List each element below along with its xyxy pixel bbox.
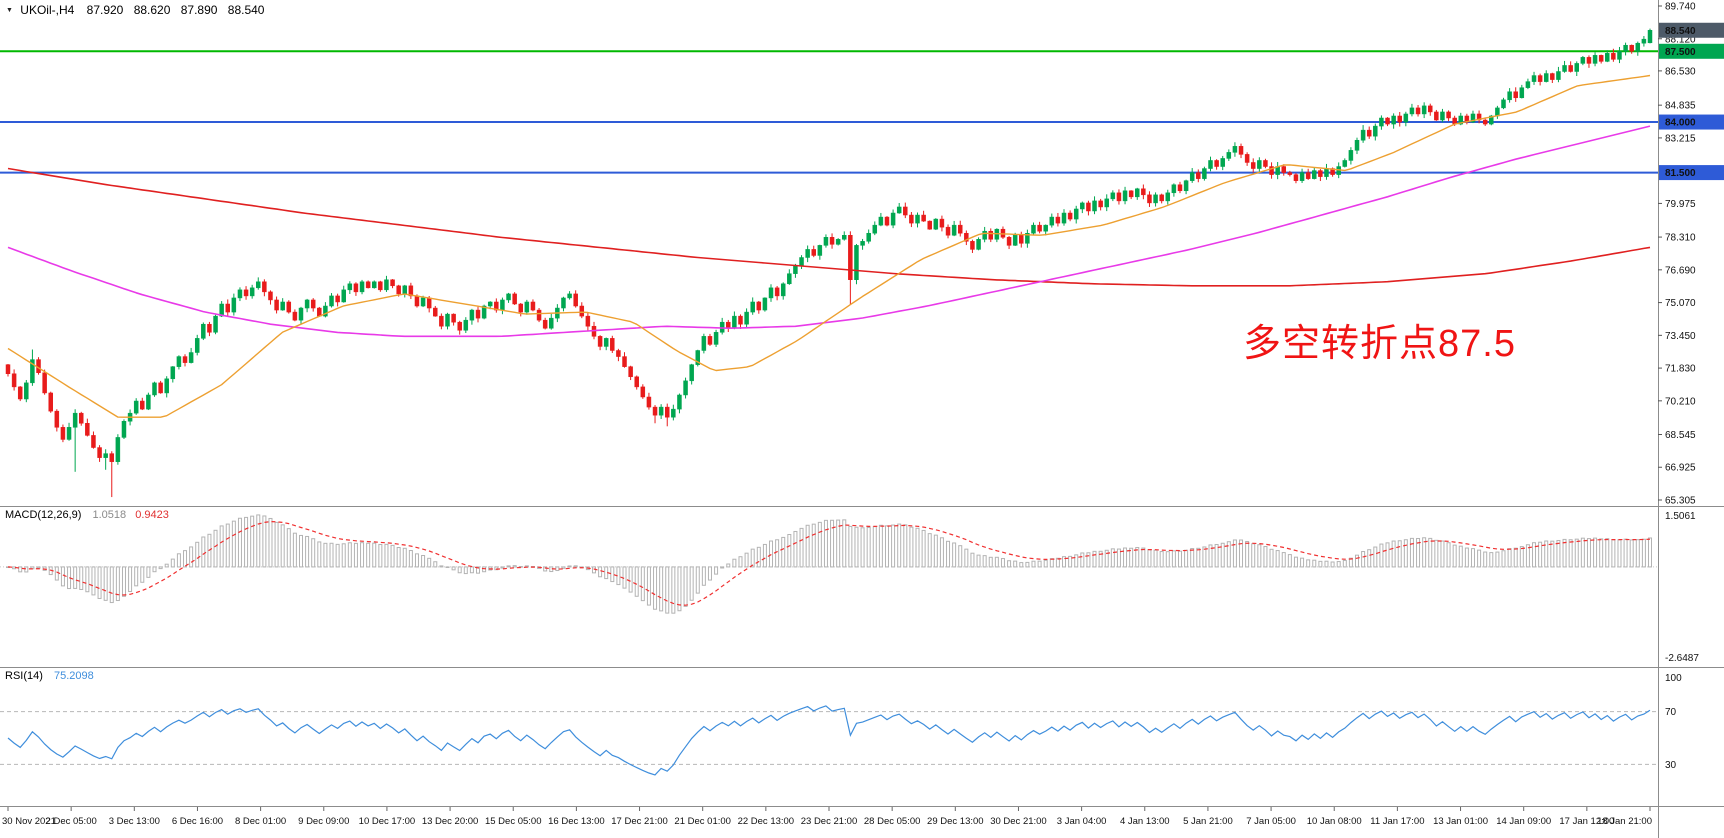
time-axis-label: 14 Jan 09:00 <box>1496 816 1551 827</box>
price-badge-label: 81.500 <box>1665 168 1696 179</box>
chart-title: ▼ UKOil-,H4 87.920 88.620 87.890 88.540 <box>6 3 271 17</box>
time-axis-label: 18 Jan 21:00 <box>1597 816 1652 827</box>
macd-axis-max: 1.5061 <box>1665 511 1696 522</box>
price-tick-label: 66.925 <box>1665 463 1696 474</box>
price-tick-label: 75.070 <box>1665 298 1696 309</box>
price-badge-label: 84.000 <box>1665 118 1696 129</box>
time-axis-label: 5 Jan 21:00 <box>1183 816 1233 827</box>
time-axis-label: 13 Jan 01:00 <box>1433 816 1488 827</box>
macd-indicator-label: MACD(12,26,9) 1.0518 0.9423 <box>5 509 169 521</box>
price-tick-label: 68.545 <box>1665 430 1696 441</box>
price-tick-label: 78.310 <box>1665 233 1696 244</box>
time-axis-label: 3 Jan 04:00 <box>1057 816 1107 827</box>
price-badge-level-81.5 <box>1659 165 1724 181</box>
candles-series <box>5 28 1653 498</box>
time-axis-label: 8 Dec 01:00 <box>235 816 286 827</box>
price-badge-level-87.5 <box>1659 43 1724 59</box>
macd-histogram <box>6 514 1652 614</box>
time-axis-label: 29 Dec 13:00 <box>927 816 984 827</box>
time-axis-label: 28 Dec 05:00 <box>864 816 921 827</box>
rsi-axis-label: 100 <box>1665 673 1682 684</box>
ohlc-close: 88.540 <box>227 3 265 17</box>
symbol-period-label: UKOil-,H4 <box>20 3 75 17</box>
ohlc-open: 87.920 <box>86 3 124 17</box>
time-axis-label: 17 Dec 21:00 <box>611 816 668 827</box>
price-tick-label: 65.305 <box>1665 496 1696 507</box>
time-axis-label: 10 Jan 08:00 <box>1307 816 1362 827</box>
time-axis-label: 22 Dec 13:00 <box>738 816 795 827</box>
time-axis-label: 16 Dec 13:00 <box>548 816 605 827</box>
time-axis-label: 15 Dec 05:00 <box>485 816 542 827</box>
price-tick-label: 76.690 <box>1665 265 1696 276</box>
rsi-value: 75.2098 <box>53 670 94 682</box>
macd-axis-min: -2.6487 <box>1665 653 1699 664</box>
price-badge-label: 87.500 <box>1665 47 1696 58</box>
price-tick-label: 84.835 <box>1665 101 1696 112</box>
macd-main-value: 1.0518 <box>92 509 127 521</box>
time-axis-label: 21 Dec 01:00 <box>674 816 731 827</box>
time-axis-label: 13 Dec 20:00 <box>422 816 479 827</box>
time-axis-label: 4 Jan 13:00 <box>1120 816 1170 827</box>
ma-slow-line <box>7 167 1651 287</box>
time-axis-label: 11 Jan 17:00 <box>1370 816 1424 827</box>
ma-fast-line <box>7 74 1651 418</box>
time-axis-label: 30 Dec 21:00 <box>990 816 1047 827</box>
time-axis-label: 6 Dec 16:00 <box>172 816 223 827</box>
price-tick-label: 71.830 <box>1665 364 1696 375</box>
time-axis-label: 23 Dec 21:00 <box>801 816 858 827</box>
macd-label-text: MACD(12,26,9) <box>5 509 82 521</box>
rsi-line <box>7 705 1651 776</box>
price-tick-label: 83.215 <box>1665 133 1696 144</box>
price-tick-label: 88.120 <box>1665 34 1696 45</box>
price-badge-current-price <box>1659 22 1724 38</box>
rsi-label-text: RSI(14) <box>5 670 43 682</box>
price-tick-label: 86.530 <box>1665 66 1696 77</box>
price-tick-label: 70.210 <box>1665 396 1696 407</box>
price-badge-level-84.0 <box>1659 114 1724 130</box>
time-axis-label: 2 Dec 05:00 <box>46 816 97 827</box>
price-axis[interactable]: 89.740 88.120 86.530 84.835 83.215 79.975 78.3… <box>1658 0 1724 838</box>
macd-signal-value: 0.9423 <box>135 509 169 521</box>
time-axis-label: 10 Dec 17:00 <box>359 816 416 827</box>
annotation-text: 多空转折点87.5 <box>1243 323 1516 365</box>
rsi-axis-label: 70 <box>1665 707 1677 718</box>
macd-signal-line <box>7 520 1651 606</box>
ma-mid-line <box>7 125 1651 338</box>
price-tick-label: 89.740 <box>1665 2 1696 13</box>
time-axis-label: 17 Jan 12:00 <box>1559 816 1614 827</box>
symbol-dropdown-icon[interactable]: ▼ <box>6 7 13 14</box>
rsi-axis-label: 30 <box>1665 760 1677 771</box>
ohlc-low: 87.890 <box>180 3 218 17</box>
price-badge-label: 88.540 <box>1665 26 1696 37</box>
rsi-indicator-label: RSI(14) 75.2098 <box>5 670 94 682</box>
plot-area[interactable] <box>0 28 1658 776</box>
price-tick-label: 73.450 <box>1665 331 1696 342</box>
time-axis-label: 7 Jan 05:00 <box>1246 816 1296 827</box>
time-axis-label: 30 Nov 2021 <box>2 816 56 827</box>
ohlc-high: 88.620 <box>133 3 171 17</box>
price-tick-label: 79.975 <box>1665 199 1696 210</box>
time-axis-label: 9 Dec 09:00 <box>298 816 349 827</box>
time-axis-label: 3 Dec 13:00 <box>109 816 160 827</box>
